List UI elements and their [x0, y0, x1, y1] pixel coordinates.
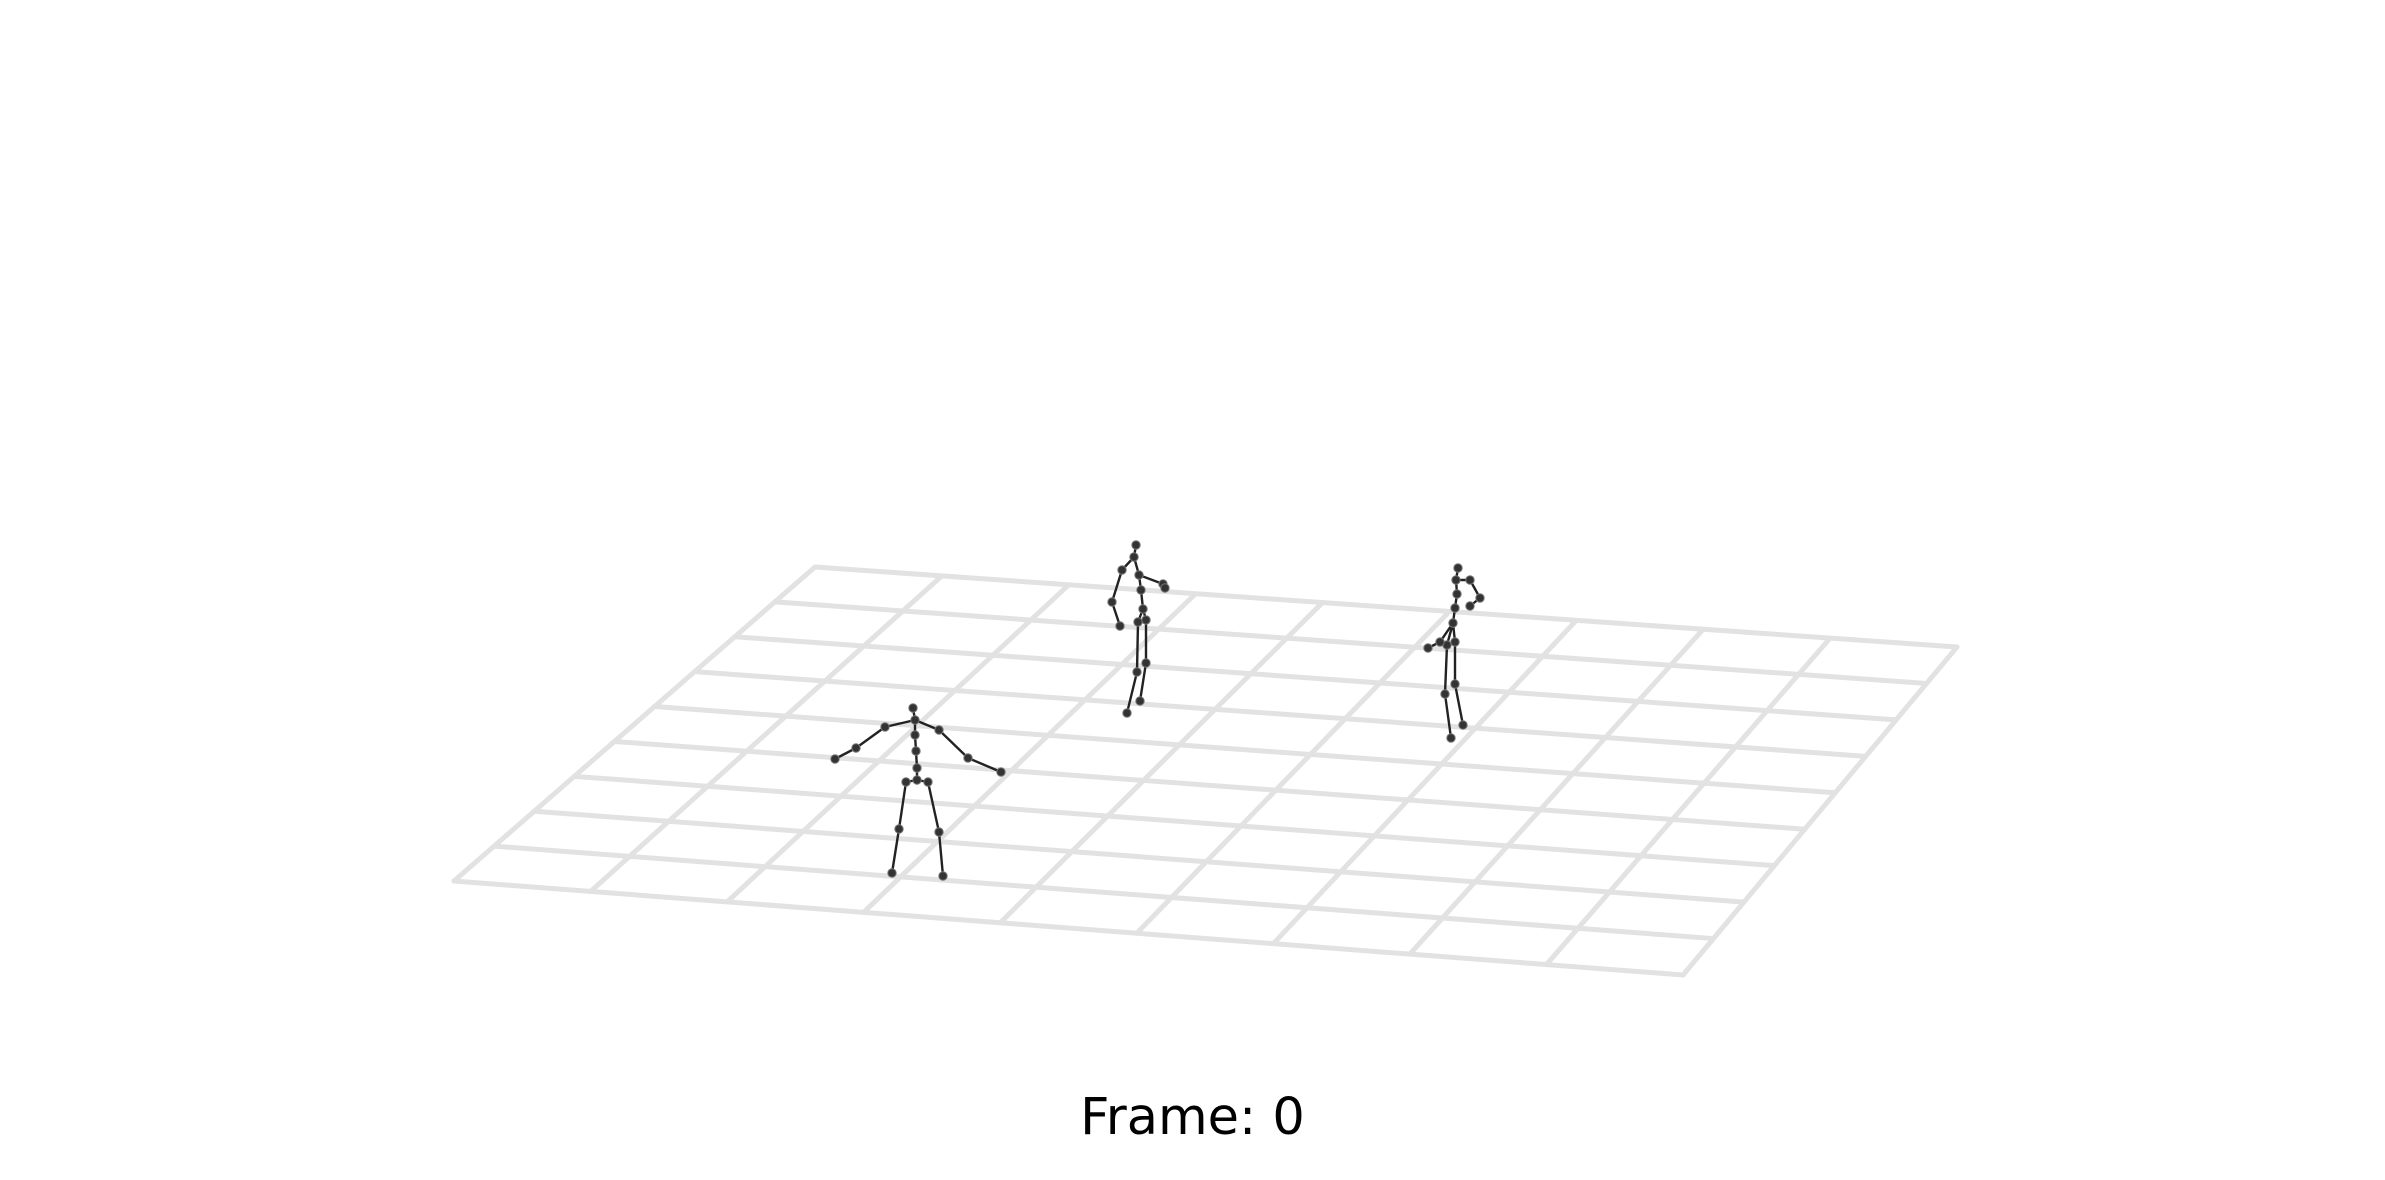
- skeleton-joint: [908, 703, 918, 713]
- skeleton-bone: [883, 718, 917, 729]
- grid-line-horizontal: [772, 599, 1930, 686]
- skeleton-joint: [912, 763, 922, 773]
- grid-line-depth: [1680, 644, 1960, 978]
- grid-line-horizontal: [531, 808, 1747, 905]
- skeleton-joint: [1440, 689, 1450, 699]
- skeleton-joint: [1450, 637, 1460, 647]
- skeleton-joint: [1115, 621, 1125, 631]
- skeleton-bone: [937, 830, 945, 878]
- skeleton-bone: [1453, 682, 1465, 727]
- skeleton-joint: [1132, 667, 1142, 677]
- skeleton-bone: [966, 756, 1003, 774]
- skeleton-bone: [890, 827, 901, 875]
- skeleton-joint: [851, 743, 861, 753]
- grid-line-depth: [997, 600, 1326, 926]
- skeleton-bone: [1135, 620, 1140, 674]
- grid-line-horizontal: [652, 704, 1838, 796]
- skeleton-joint: [880, 722, 890, 732]
- grid-line-horizontal: [692, 669, 1869, 759]
- skeleton-joint: [1446, 733, 1456, 743]
- skeleton-joint: [1448, 618, 1458, 628]
- skeleton-joint: [894, 824, 904, 834]
- skeleton-joint: [1117, 565, 1127, 575]
- skeleton-joint: [1450, 679, 1460, 689]
- skeleton-bone: [937, 728, 970, 760]
- skeleton-bone: [897, 780, 908, 831]
- skeleton-joint: [1136, 585, 1146, 595]
- skeleton-joint: [1160, 583, 1170, 593]
- skeleton-joint: [1452, 589, 1462, 599]
- skeleton-middle: [1107, 540, 1170, 718]
- skeleton-joint: [934, 725, 944, 735]
- grid-line-depth: [451, 564, 818, 884]
- skeleton-joint: [911, 746, 921, 756]
- skeleton-right: [1423, 563, 1485, 743]
- skeleton-joint: [910, 730, 920, 740]
- skeleton-bone: [1443, 643, 1449, 696]
- skeleton-joint: [938, 871, 948, 881]
- grid-line-depth: [1134, 608, 1452, 936]
- grid-line-depth: [861, 591, 1199, 915]
- skeleton-joint: [1138, 604, 1148, 614]
- grid-line-horizontal: [732, 634, 1899, 723]
- skeleton-joint: [1131, 540, 1141, 550]
- skeleton-joint: [923, 777, 933, 787]
- grid-line-depth: [1270, 617, 1579, 947]
- skeleton-joint: [901, 777, 911, 787]
- frame-counter-label: Frame: 0: [1080, 1088, 1305, 1147]
- skeleton-joint: [1435, 637, 1445, 647]
- skeleton-bone: [1443, 692, 1453, 740]
- skeleton-joint: [1423, 643, 1433, 653]
- skeleton-joint: [1465, 575, 1475, 585]
- grid-line-depth: [1543, 635, 1833, 968]
- skeleton-joint: [934, 827, 944, 837]
- skeleton-joint: [1133, 617, 1143, 627]
- grid-line-horizontal: [451, 878, 1686, 978]
- skeleton-joint: [963, 753, 973, 763]
- skeleton-joint: [1141, 615, 1151, 625]
- skeleton-joint: [1122, 708, 1132, 718]
- skeleton-joint: [1453, 563, 1463, 573]
- skeleton-joint: [910, 715, 920, 725]
- skeleton-front: [830, 703, 1006, 881]
- grid-line-horizontal: [812, 564, 1960, 650]
- grid-line-horizontal: [491, 843, 1716, 942]
- skeleton-joint: [1107, 597, 1117, 607]
- skeleton-joint: [1475, 593, 1485, 603]
- grid-line-horizontal: [571, 773, 1777, 869]
- skeleton-bone: [1110, 568, 1124, 604]
- skeleton-joint: [912, 775, 922, 785]
- skeleton-joint: [1129, 552, 1139, 562]
- grid-line-depth: [724, 582, 1072, 905]
- skeleton-joint: [830, 754, 840, 764]
- skeleton-bone: [854, 725, 887, 750]
- skeleton-joint: [1451, 575, 1461, 585]
- skeleton-joint: [1450, 603, 1460, 613]
- floor-grid: [451, 564, 1960, 978]
- grid-line-depth: [1407, 626, 1706, 957]
- skeletons: [830, 540, 1485, 881]
- skeleton-bone: [926, 780, 941, 834]
- skeleton-bone: [1125, 670, 1139, 715]
- skeleton-joint: [1135, 696, 1145, 706]
- skeleton-joint: [1134, 570, 1144, 580]
- skeleton-joint: [887, 868, 897, 878]
- grid-line-horizontal: [611, 738, 1808, 832]
- skeleton-joint: [1141, 658, 1151, 668]
- skeleton-joint: [1458, 720, 1468, 730]
- skeleton-bone: [1138, 661, 1148, 703]
- grid-line-depth: [588, 573, 945, 894]
- skeleton-joint: [996, 767, 1006, 777]
- skeleton-joint: [1465, 601, 1475, 611]
